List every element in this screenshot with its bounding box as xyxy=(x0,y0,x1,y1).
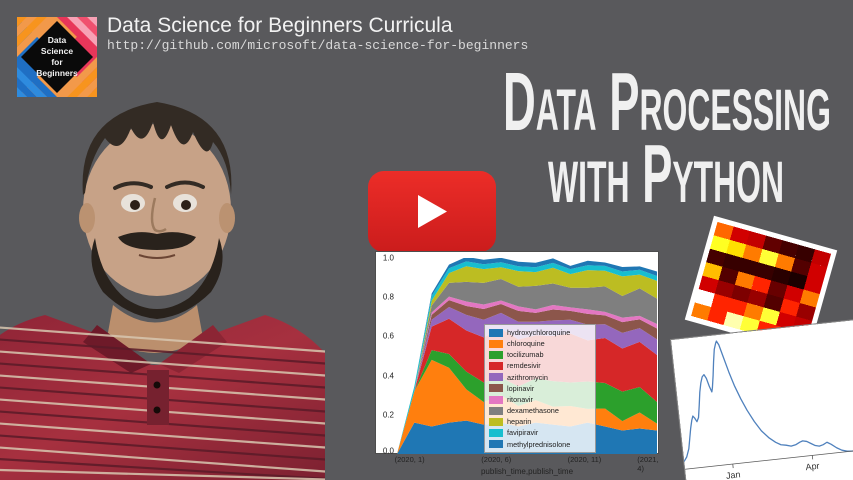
svg-text:Jan: Jan xyxy=(725,469,741,480)
svg-text:Apr: Apr xyxy=(805,461,820,472)
